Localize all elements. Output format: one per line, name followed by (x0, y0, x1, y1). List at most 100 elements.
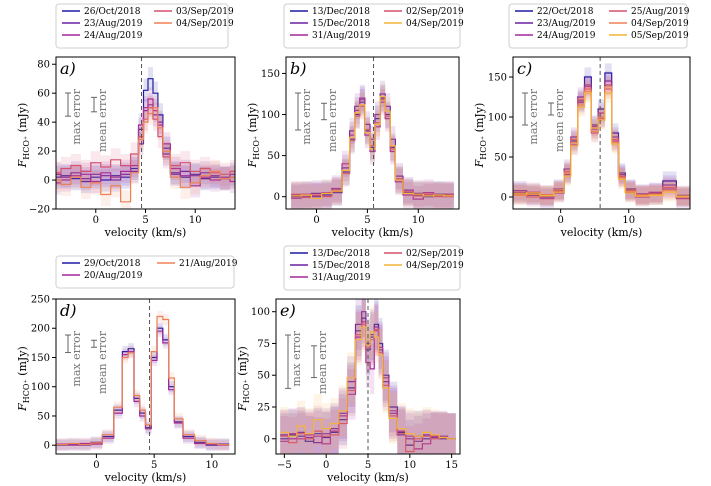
max-error-label: max error (290, 330, 303, 386)
error-band (280, 299, 456, 454)
error-band (291, 83, 454, 209)
max-error-label: max error (300, 88, 313, 144)
x-tick-label: 5 (151, 460, 157, 471)
series-line (280, 326, 456, 440)
x-tick-label: 0 (323, 460, 329, 471)
panel-a: 0 5 10 −20 0 20 40 60 80 velocity (km/s) FHCO⁺ (mJ… (16, 3, 236, 239)
legend-entry: 04/Sep/2019 (384, 19, 464, 29)
y-axis-label: FHCO⁺ (mJy) (16, 346, 31, 412)
x-tick-label: 0 (93, 460, 99, 471)
legend-entry: 04/Sep/2019 (384, 261, 464, 271)
y-axis-label: FHCO⁺ (mJy) (236, 346, 251, 412)
y-tick-label: 0 (264, 434, 270, 445)
legend-entry: 24/Aug/2019 (515, 31, 596, 41)
series-line (291, 97, 454, 198)
legend-label: 23/Aug/2019 (84, 19, 143, 29)
error-band (56, 96, 235, 209)
legend-entry: 31/Aug/2019 (290, 31, 371, 41)
legend-entry: 03/Sep/2019 (154, 7, 234, 17)
legend-label: 23/Aug/2019 (537, 19, 596, 29)
legend-entry: 23/Aug/2019 (515, 19, 596, 29)
y-axis-label-subscript: HCO⁺ (252, 136, 261, 160)
y-tick-label: 50 (37, 411, 50, 422)
legend-label: 22/Oct/2018 (537, 7, 594, 17)
y-axis-label-subscript: HCO⁺ (479, 136, 488, 160)
y-tick-label: 20 (37, 147, 50, 158)
legend-entry: 05/Sep/2019 (609, 31, 689, 41)
axes-frame (55, 298, 236, 455)
y-tick-label: 0 (274, 192, 280, 203)
series-line (291, 99, 454, 199)
axes-frame (285, 56, 460, 210)
legend-label: 26/Oct/2018 (84, 7, 141, 17)
y-axis-label: FHCO⁺ (mJy) (473, 103, 488, 169)
legend-label: 05/Sep/2019 (631, 31, 689, 41)
y-tick-label: 100 (251, 307, 270, 318)
legend-label: 04/Sep/2019 (631, 19, 689, 29)
series-line (513, 92, 690, 197)
error-bar-annotation: max error mean error (285, 330, 329, 394)
x-tick-label: 5 (365, 460, 371, 471)
mean-error-label: mean error (553, 88, 566, 152)
y-tick-label: 250 (31, 295, 50, 306)
y-tick-label: 100 (488, 113, 507, 124)
legend-entry: 15/Dec/2018 (290, 261, 370, 271)
x-axis-label: velocity (km/s) (331, 226, 414, 239)
legend: 29/Oct/2018 20/Aug/2019 21/Aug/2019 (55, 255, 238, 289)
panel-label: d) (60, 301, 76, 320)
panel-label: a) (60, 59, 76, 78)
legend-label: 02/Sep/2019 (406, 7, 464, 17)
x-tick-label: 10 (206, 460, 219, 471)
error-band (280, 301, 456, 454)
legend-entry: 24/Aug/2019 (62, 31, 143, 41)
legend-label: 21/Aug/2019 (179, 259, 238, 269)
y-axis-label-symbol: F (16, 159, 29, 168)
legend-frame (508, 3, 688, 49)
y-axis-label-symbol: F (236, 403, 249, 412)
series-line (291, 95, 454, 199)
y-tick-label: 100 (261, 110, 280, 121)
max-error-label: max error (70, 330, 83, 386)
legend-label: 20/Aug/2019 (84, 271, 143, 281)
legend-entry: 15/Dec/2018 (290, 19, 370, 29)
y-tick-label: 80 (37, 60, 50, 71)
x-tick-label: 5 (364, 215, 370, 226)
legend-label: 15/Dec/2018 (312, 19, 370, 29)
y-tick-label: 100 (31, 382, 50, 393)
error-band (291, 86, 454, 209)
x-tick-label: 10 (403, 460, 416, 471)
legend-label: 15/Dec/2018 (312, 261, 370, 271)
legend-entry: 23/Aug/2019 (62, 19, 143, 29)
legend: 22/Oct/2018 23/Aug/2019 24/Aug/2019 25/Aug/… (508, 3, 690, 49)
y-tick-label: 0 (44, 176, 50, 187)
legend-label: 29/Oct/2018 (84, 259, 141, 269)
plot-series-group (56, 67, 235, 209)
y-tick-label: −20 (29, 205, 50, 216)
legend: 13/Dec/2018 15/Dec/2018 31/Aug/2019 02/Sep/… (283, 245, 464, 291)
y-axis-label-symbol: F (16, 403, 29, 412)
y-axis-label-unit: (mJy) (16, 346, 29, 379)
legend-entry: 02/Sep/2019 (384, 249, 464, 259)
legend-label: 24/Aug/2019 (84, 31, 143, 41)
panel-e: −5 0 5 10 15 0 25 50 75 100 velocity (km/s) FHCO⁺ (… (236, 245, 464, 484)
mean-error-label: mean error (326, 88, 339, 152)
legend-label: 24/Aug/2019 (537, 31, 596, 41)
x-tick-label: 0 (93, 215, 99, 226)
legend-label: 04/Sep/2019 (406, 261, 464, 271)
legend-frame (55, 3, 229, 49)
error-band (280, 299, 456, 454)
legend-label: 25/Aug/2019 (631, 7, 690, 17)
legend-entry: 02/Sep/2019 (384, 7, 464, 17)
mean-error-label: mean error (316, 330, 329, 394)
plot-series-group (291, 80, 454, 209)
legend-entry: 26/Oct/2018 (62, 7, 141, 17)
error-band (513, 77, 690, 207)
error-bar-annotation: max error mean error (295, 88, 339, 152)
legend-entry: 29/Oct/2018 (62, 259, 141, 269)
y-tick-label: 0 (44, 441, 50, 452)
x-tick-label: −5 (277, 460, 292, 471)
axes-frame (512, 56, 691, 210)
